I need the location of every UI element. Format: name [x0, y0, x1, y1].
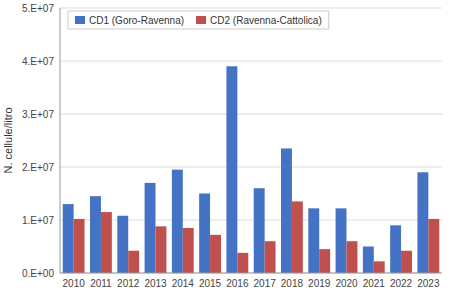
bar — [117, 216, 128, 273]
bar — [417, 172, 428, 273]
x-tick-label: 2017 — [254, 278, 277, 289]
y-tick-label: 3.E+07 — [22, 109, 54, 120]
grid-line — [60, 273, 442, 274]
x-tick-label: 2015 — [199, 278, 222, 289]
y-tick-label: 0.E+00 — [22, 268, 54, 279]
bar — [128, 251, 139, 273]
y-axis-label: N. cellule/litro — [2, 107, 14, 173]
bar — [319, 249, 330, 273]
y-axis-line — [60, 8, 61, 273]
bar — [226, 66, 237, 273]
legend-swatch — [75, 16, 85, 24]
x-tick-label: 2011 — [90, 278, 112, 289]
y-tick-label: 5.E+07 — [22, 3, 54, 14]
legend-box — [68, 11, 329, 29]
y-tick-label: 2.E+07 — [22, 162, 54, 173]
bar — [347, 241, 358, 273]
bar — [156, 226, 167, 273]
bar — [90, 196, 101, 273]
x-tick-label: 2012 — [117, 278, 140, 289]
x-tick-label: 2010 — [63, 278, 86, 289]
bar — [237, 253, 248, 273]
legend-label: CD1 (Goro-Ravenna) — [89, 15, 184, 26]
y-tick-label: 1.E+07 — [22, 215, 54, 226]
bar — [172, 170, 183, 273]
legend: CD1 (Goro-Ravenna) CD2 (Ravenna-Cattolica… — [68, 11, 329, 29]
bar — [401, 251, 412, 273]
bar — [374, 261, 385, 273]
bar — [390, 225, 401, 273]
bar — [292, 201, 303, 273]
grid-line — [60, 167, 442, 168]
bar — [336, 208, 347, 273]
bars — [63, 66, 440, 273]
grid-line — [60, 114, 442, 115]
bar — [254, 188, 265, 273]
bar — [308, 208, 319, 273]
legend-swatch — [196, 16, 206, 24]
bar — [63, 204, 74, 273]
chart: 0.E+00 1.E+07 2.E+07 3.E+07 4.E+07 5.E+07 2010… — [0, 0, 450, 295]
x-tick-label: 2020 — [335, 278, 358, 289]
x-tick-label: 2021 — [363, 278, 386, 289]
bar — [363, 247, 374, 274]
grid-line — [60, 61, 442, 62]
x-tick-label: 2014 — [172, 278, 195, 289]
bar — [183, 228, 194, 273]
bar — [428, 219, 439, 273]
bar — [74, 219, 85, 273]
bar — [265, 241, 276, 273]
x-tick-label: 2018 — [281, 278, 304, 289]
x-tick-label: 2022 — [390, 278, 413, 289]
x-tick-label: 2019 — [308, 278, 331, 289]
bar — [281, 148, 292, 273]
legend-label: CD2 (Ravenna-Cattolica) — [210, 15, 322, 26]
grid — [60, 8, 442, 273]
y-tick-label: 4.E+07 — [22, 56, 54, 67]
x-tick-label: 2023 — [417, 278, 440, 289]
bar — [101, 212, 112, 273]
bar — [145, 183, 156, 273]
bar — [210, 235, 221, 273]
grid-line — [60, 8, 442, 9]
x-tick-label: 2013 — [144, 278, 167, 289]
x-tick-label: 2016 — [226, 278, 249, 289]
bar — [199, 194, 210, 274]
x-axis-line — [60, 273, 442, 274]
